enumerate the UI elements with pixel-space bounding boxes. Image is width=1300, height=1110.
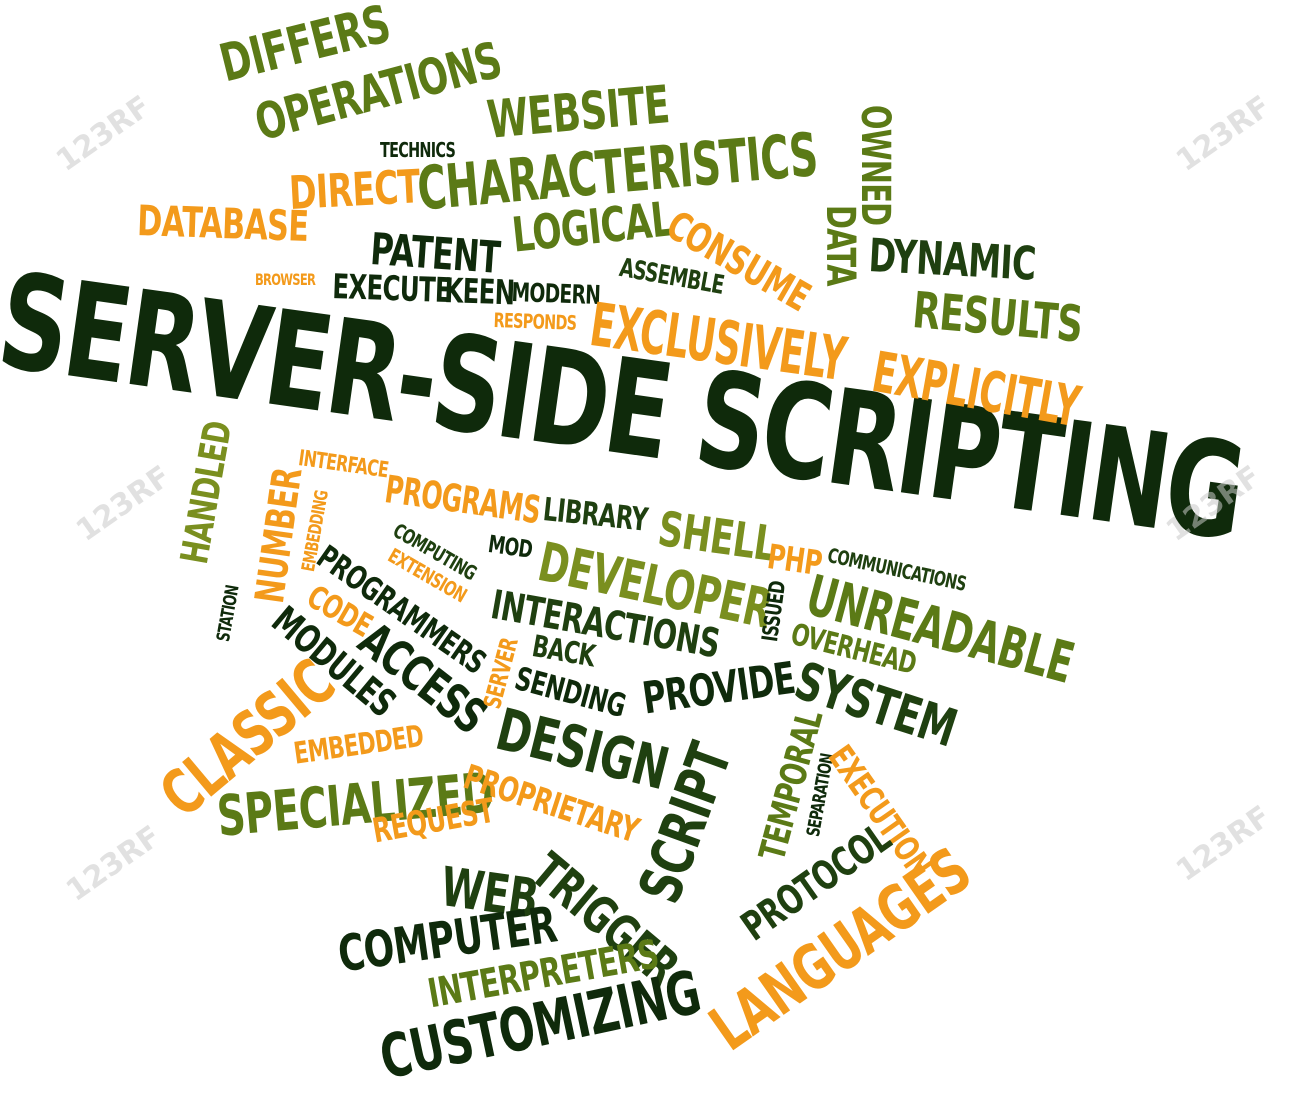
word-data: DATA	[817, 205, 863, 286]
word-results: RESULTS	[910, 281, 1085, 354]
watermark-1: 123RF	[50, 89, 158, 179]
word-programs: PROGRAMS	[382, 467, 543, 533]
word-logical: LOGICAL	[509, 191, 676, 264]
word-number: NUMBER	[247, 465, 312, 606]
word-database: DATABASE	[136, 196, 310, 251]
word-handled: HANDLED	[172, 418, 241, 568]
word-technics: TECHNICS	[380, 138, 456, 162]
word-browser: BROWSER	[255, 270, 316, 289]
word-modern: MODERN	[511, 278, 601, 312]
word-interface: INTERFACE	[296, 446, 390, 484]
word-provide: PROVIDE	[639, 652, 798, 725]
word-consume: CONSUME	[658, 202, 818, 321]
word-mod: MOD	[486, 530, 534, 564]
word-station: STATION	[213, 583, 244, 644]
watermark-4: 123RF	[1170, 799, 1278, 889]
word-execute: EXECUTE	[331, 267, 452, 312]
word-issued: ISSUED	[758, 579, 792, 644]
watermark-2: 123RF	[1170, 89, 1278, 179]
word-dynamic: DYNAMIC	[867, 228, 1037, 291]
word-keen: KEEN	[443, 271, 516, 314]
watermark-5: 123RF	[60, 819, 168, 909]
word-library: LIBRARY	[541, 490, 650, 539]
word-responds: RESPONDS	[493, 308, 577, 335]
watermark-6: 123RF	[70, 459, 178, 549]
